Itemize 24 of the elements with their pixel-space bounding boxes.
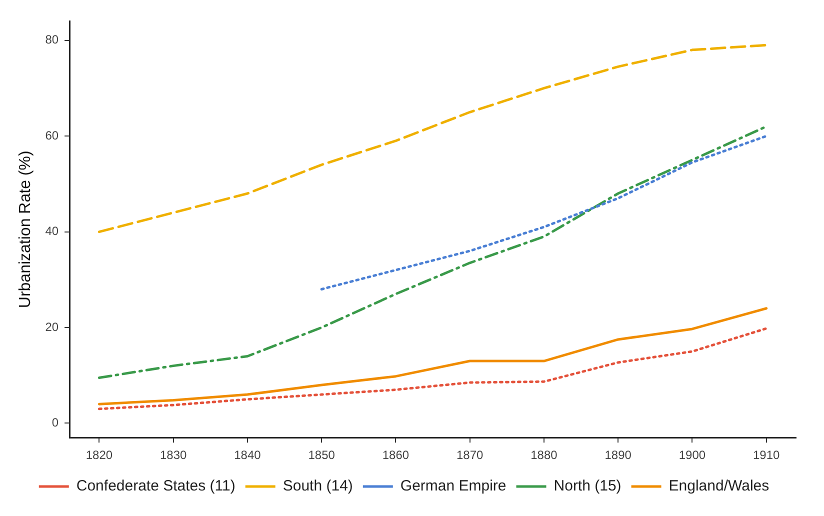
x-tick-label: 1870	[456, 448, 484, 462]
x-tick-label: 1840	[234, 448, 262, 462]
x-tick-label: 1890	[604, 448, 632, 462]
x-tick-label: 1910	[752, 448, 780, 462]
legend-label: German Empire	[400, 478, 506, 495]
y-tick-label: 20	[45, 320, 59, 334]
y-tick-label: 60	[45, 128, 59, 142]
x-tick-label: 1850	[308, 448, 336, 462]
y-axis-title: Urbanization Rate (%)	[17, 150, 34, 308]
line-series	[320, 134, 768, 290]
legend-label: North (15)	[554, 478, 622, 495]
y-tick-label: 0	[52, 416, 59, 430]
x-tick-label: 1880	[530, 448, 558, 462]
legend-label: South (14)	[282, 478, 353, 495]
legend-label: England/Wales	[668, 478, 770, 495]
x-tick-label: 1820	[86, 448, 113, 462]
x-tick-label: 1860	[382, 448, 410, 462]
y-tick-label: 80	[45, 32, 59, 47]
line-series	[98, 44, 768, 234]
line-series	[98, 327, 768, 410]
y-tick-label: 40	[45, 224, 59, 238]
x-tick-label: 1900	[678, 448, 706, 462]
x-tick-label: 1830	[160, 448, 187, 462]
legend-label: Confederate States (11)	[76, 478, 236, 495]
